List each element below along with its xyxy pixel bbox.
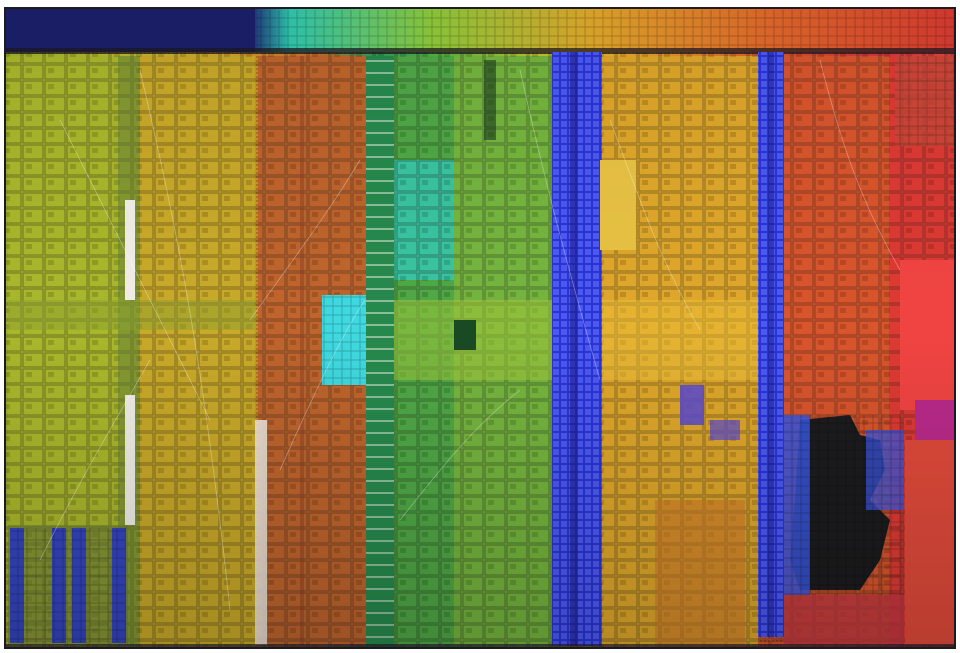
surface-scratches [39,59,901,611]
